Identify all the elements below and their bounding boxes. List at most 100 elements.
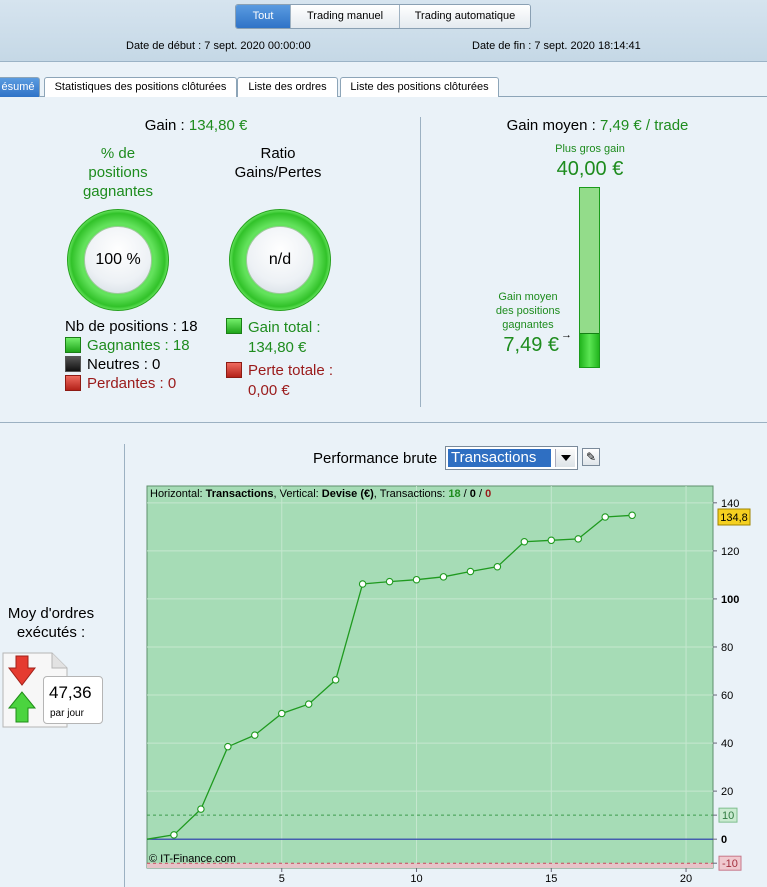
gain-moyen-value: 7,49 € / trade	[599, 117, 689, 134]
gain-total: Gain total : 134,80 €	[248, 318, 321, 358]
pct-title-line: positions	[88, 164, 148, 181]
start-date: Date de début : 7 sept. 2020 00:00:00	[126, 40, 311, 52]
x-tick-label: 15	[545, 873, 557, 885]
negative-zone	[147, 863, 713, 868]
data-point	[224, 742, 232, 751]
ratio-title: Ratio Gains/Pertes	[218, 144, 338, 182]
info-wins: 18	[448, 488, 460, 500]
data-point	[466, 567, 475, 576]
y-tick-label: -10	[722, 858, 738, 870]
y-tick-badge	[718, 807, 738, 823]
last-value-badge	[717, 508, 751, 526]
gain-heading: Gain : 134,80 €	[0, 117, 392, 134]
performance-selector[interactable]: Transactions	[445, 446, 578, 470]
gain-moyen-label: Gain moyen :	[506, 117, 596, 134]
tab-trading-manuel[interactable]: Trading manuel	[291, 5, 400, 28]
gagnantes-count: Gagnantes : 18	[87, 337, 190, 354]
info-horizontal: Transactions	[206, 488, 274, 500]
ratio-value: n/d	[246, 226, 314, 294]
performance-title: Performance brute	[313, 450, 438, 467]
gain-moyen-positions-line: Gain moyen	[498, 291, 558, 303]
plus-gros-gain-value: 40,00 €	[556, 158, 624, 180]
orders-per-day-value: 47,36	[49, 683, 92, 702]
subtabs-bar: ésumé Statistiques des positions clôturé…	[0, 76, 767, 97]
info-vertical: Devise (€)	[322, 488, 374, 500]
pct-winning-gauge: 100 %	[67, 209, 169, 311]
gain-bar	[579, 187, 600, 368]
data-point	[170, 831, 178, 839]
gain-total-label: Gain total :	[248, 319, 321, 336]
y-tick-label: 20	[721, 786, 733, 798]
y-tick-label: 80	[721, 642, 733, 654]
data-point	[547, 536, 556, 545]
plot-area	[146, 485, 714, 869]
plus-gros-gain-label: Plus gros gain	[555, 143, 625, 155]
y-tick-label: 40	[721, 738, 733, 750]
data-point	[385, 577, 394, 586]
last-value-label: 134,8	[720, 512, 748, 524]
tab-tout[interactable]: Tout	[236, 5, 291, 28]
data-point	[412, 575, 421, 584]
perdantes-count: Perdantes : 0	[87, 375, 177, 392]
left-panel-divider	[124, 444, 125, 887]
y-tick-label: 60	[721, 690, 733, 702]
ratio-title-line: Gains/Pertes	[234, 164, 322, 181]
data-point	[331, 676, 340, 684]
ratio-title-line: Ratio	[260, 145, 296, 162]
info-prefix: , Transactions:	[374, 488, 449, 500]
pct-winning-value: 100 %	[84, 226, 152, 294]
gain-label: Gain :	[144, 117, 185, 134]
perte-totale-value: 0,00 €	[248, 382, 290, 399]
info-sep: /	[461, 488, 470, 500]
perte-totale-label: Perte totale :	[248, 362, 334, 379]
tab-resume[interactable]: ésumé	[0, 77, 40, 97]
orders-per-day-unit: par jour	[50, 708, 84, 719]
reference-lines	[147, 814, 713, 868]
y-tick-label: 100	[721, 594, 739, 606]
chevron-down-icon[interactable]	[555, 449, 575, 467]
tab-statistiques[interactable]: Statistiques des positions clôturées	[44, 77, 237, 97]
tab-liste-ordres[interactable]: Liste des ordres	[237, 77, 338, 97]
gain-moyen-heading: Gain moyen : 7,49 € / trade	[430, 117, 765, 134]
gain-total-value: 134,80 €	[248, 339, 307, 356]
info-neutral: 0	[470, 488, 476, 500]
neutres-count: Neutres : 0	[87, 356, 161, 373]
neutral-color-square	[65, 356, 81, 372]
ratio-gauge: n/d	[229, 209, 331, 311]
winning-color-square	[65, 337, 81, 353]
perte-totale-color-square	[226, 362, 242, 378]
chart-info-line: Horizontal: Transactions, Vertical: Devi…	[150, 488, 491, 500]
y-tick-label: 120	[721, 546, 739, 558]
gain-moyen-positions-line: des positions	[495, 305, 561, 317]
info-prefix: , Vertical:	[274, 488, 322, 500]
data-point	[574, 535, 582, 543]
losing-color-square	[65, 375, 81, 391]
data-point	[251, 731, 259, 739]
gain-moyen-positions-label: Gain moyen des positions gagnantes	[478, 290, 578, 332]
chart-watermark: © IT-Finance.com	[149, 853, 236, 865]
data-point	[304, 700, 313, 708]
data-point	[358, 580, 367, 588]
data-point	[628, 511, 636, 520]
mode-segmented-control: Tout Trading manuel Trading automatique	[235, 4, 531, 29]
orders-title: Moy d'ordres exécutés :	[0, 604, 102, 642]
x-axis: 5 10 15 20	[279, 868, 692, 885]
settings-wrench-icon[interactable]: ✎	[582, 448, 600, 466]
top-toolbar: Tout Trading manuel Trading automatique …	[0, 0, 767, 62]
orders-per-day-box: 47,36 par jour	[43, 676, 103, 724]
orders-title-line: exécutés :	[16, 624, 86, 641]
data-point	[520, 537, 529, 546]
data-point	[197, 805, 205, 813]
data-point	[601, 513, 609, 521]
info-sep: /	[476, 488, 485, 500]
y-tick-label: 0	[721, 834, 727, 846]
y-tick-badge	[718, 855, 742, 871]
tab-liste-positions[interactable]: Liste des positions clôturées	[340, 77, 499, 97]
data-point	[493, 562, 502, 571]
tab-trading-automatique[interactable]: Trading automatique	[400, 5, 530, 28]
perte-totale: Perte totale : 0,00 €	[248, 361, 333, 401]
gain-moyen-positions-value: 7,49 €	[503, 334, 559, 356]
arrow-pointer-icon: →	[561, 329, 572, 341]
